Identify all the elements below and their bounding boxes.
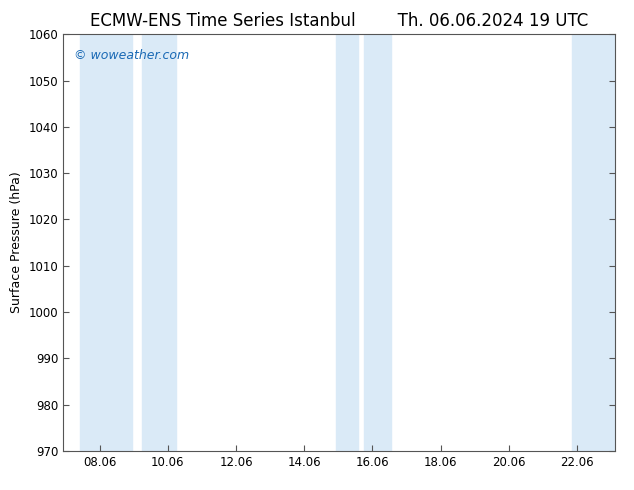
Y-axis label: Surface Pressure (hPa): Surface Pressure (hPa)	[10, 172, 23, 314]
Title: ECMW-ENS Time Series Istanbul        Th. 06.06.2024 19 UTC: ECMW-ENS Time Series Istanbul Th. 06.06.…	[90, 12, 588, 30]
Bar	[142, 34, 176, 451]
Text: © woweather.com: © woweather.com	[74, 49, 190, 62]
Bar	[81, 34, 132, 451]
Bar	[336, 34, 358, 451]
Bar	[572, 34, 615, 451]
Bar	[363, 34, 391, 451]
